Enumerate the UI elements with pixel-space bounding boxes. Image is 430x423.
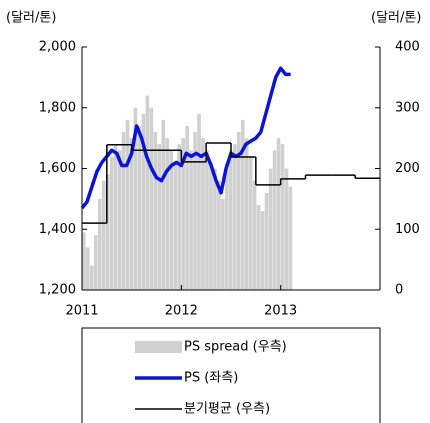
- bar: [213, 168, 217, 290]
- bar: [141, 113, 146, 290]
- bar: [205, 150, 209, 290]
- bar: [173, 162, 177, 290]
- bar: [101, 180, 106, 290]
- bar: [229, 150, 233, 290]
- bar: [264, 192, 269, 290]
- bar: [221, 198, 225, 290]
- bar: [145, 95, 150, 290]
- bar: [232, 144, 237, 290]
- x-tick-label: 2013: [264, 304, 297, 319]
- bar: [280, 144, 285, 290]
- y2-tick-label: 300: [395, 100, 420, 115]
- bar: [105, 174, 110, 290]
- bar: [153, 132, 158, 290]
- bar: [169, 150, 174, 290]
- bar: [82, 232, 86, 290]
- bar: [93, 235, 98, 290]
- bar: [117, 150, 122, 290]
- bar: [240, 119, 245, 291]
- bar: [272, 150, 277, 290]
- bar: [244, 138, 249, 290]
- legend-label: PS spread (우측): [184, 340, 287, 355]
- bar: [276, 138, 281, 290]
- ps-line: [80, 66, 291, 210]
- x-tick-label: 2012: [165, 304, 198, 319]
- bar: [225, 162, 229, 290]
- bar: [165, 138, 170, 290]
- bar: [161, 119, 166, 291]
- bar: [97, 198, 102, 290]
- bar: [177, 144, 181, 290]
- x-tick-label: 2011: [65, 304, 98, 319]
- bar: [133, 107, 138, 290]
- bar: [268, 168, 273, 290]
- bar: [193, 132, 197, 290]
- y-tick-label: 2,000: [39, 40, 76, 55]
- bar: [137, 125, 142, 290]
- bar: [109, 156, 114, 290]
- bar: [248, 156, 253, 290]
- bar: [217, 180, 221, 290]
- legend-swatch: [135, 341, 182, 353]
- bar: [189, 150, 193, 290]
- y-axis-unit-right: (달러/톤): [371, 11, 421, 26]
- bar: [85, 247, 90, 290]
- y-tick-label: 1,800: [39, 100, 76, 115]
- bar: [256, 204, 261, 290]
- y2-tick-label: 200: [395, 161, 420, 176]
- bar: [125, 119, 130, 291]
- bar: [252, 180, 257, 290]
- bar: [288, 186, 293, 290]
- legend-box: [81, 327, 381, 423]
- y-tick-label: 1,200: [39, 283, 76, 298]
- bar: [181, 138, 185, 290]
- bar: [149, 107, 154, 290]
- y2-tick-label: 400: [395, 40, 420, 55]
- bar: [185, 125, 189, 290]
- bar: [129, 138, 134, 290]
- y2-tick-label: 0: [395, 283, 403, 298]
- y-axis-unit-left: (달러/톤): [6, 11, 56, 26]
- bar: [113, 144, 118, 290]
- bar: [236, 132, 241, 290]
- y-tick-label: 1,600: [39, 161, 76, 176]
- bar: [197, 113, 201, 290]
- y2-tick-label: 100: [395, 222, 420, 237]
- bar: [284, 168, 289, 290]
- bar: [209, 162, 213, 290]
- bar: [260, 211, 265, 290]
- legend-label: 분기평균 (우측): [184, 402, 270, 417]
- bar: [157, 144, 162, 290]
- legend-label: PS (좌측): [184, 371, 238, 386]
- bar: [201, 138, 205, 290]
- y-tick-label: 1,400: [39, 222, 76, 237]
- bar: [89, 265, 94, 290]
- bar: [121, 132, 126, 290]
